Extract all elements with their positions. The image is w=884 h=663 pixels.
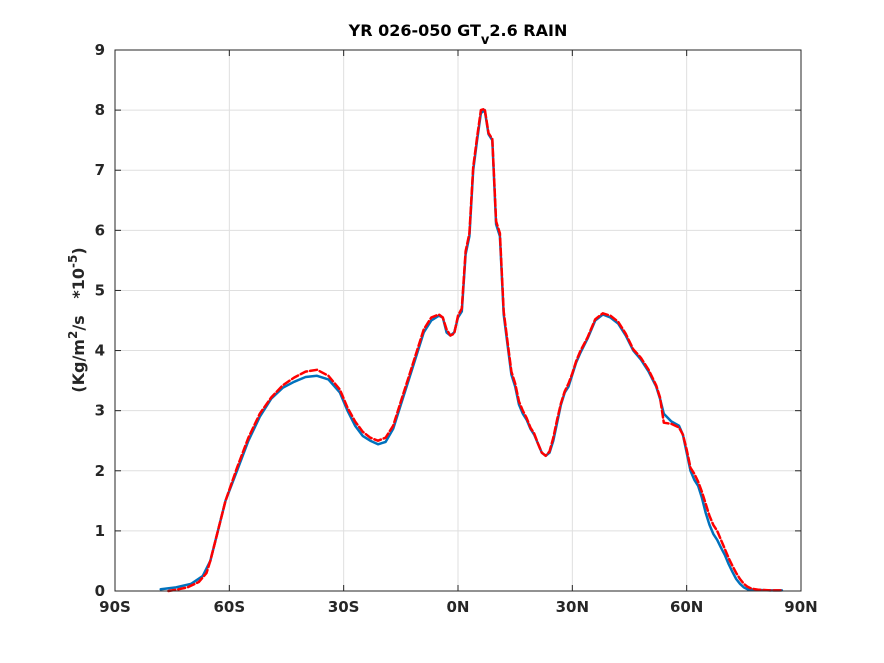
series-layer (159, 107, 784, 593)
y-tick-label: 8 (95, 101, 105, 119)
y-tick-labels: 0 1 2 3 4 5 6 7 8 9 (95, 41, 105, 600)
y-tick-label: 4 (95, 342, 105, 360)
x-tick-labels: 90S 60S 30S 0N 30N 60N 90N (99, 598, 818, 616)
x-tick-label: 90S (99, 598, 131, 616)
x-tick-label: 60S (213, 598, 245, 616)
x-tick-label: 60N (670, 598, 703, 616)
ylabel-part3: ) (69, 247, 88, 254)
ticks (114, 49, 802, 592)
x-tick-label: 0N (447, 598, 470, 616)
ylabel-part2: /s *10 (69, 268, 88, 331)
x-tick-label: 30S (328, 598, 360, 616)
y-tick-label: 2 (95, 462, 105, 480)
y-tick-label: 1 (95, 522, 105, 540)
x-tick-label: 30N (556, 598, 589, 616)
title-subscript: v (481, 33, 490, 48)
ylabel-sup1: 2 (66, 331, 80, 339)
x-tick-label: 90N (784, 598, 817, 616)
y-tick-label: 7 (95, 161, 105, 179)
y-axis-label: (Kg/m2/s *10-5) (66, 247, 88, 392)
y-tick-label: 3 (95, 402, 105, 420)
y-tick-label: 9 (95, 41, 105, 59)
y-tick-label: 0 (95, 582, 105, 600)
y-tick-label: 5 (95, 281, 105, 299)
ylabel-part1: (Kg/m (69, 339, 88, 393)
series-line-2 (167, 107, 784, 593)
ylabel-sup2: -5 (66, 255, 80, 268)
chart-title: YR 026-050 GTv2.6 RAIN (348, 21, 568, 48)
y-tick-label: 6 (95, 221, 105, 239)
title-prefix: YR 026-050 GT (348, 21, 481, 40)
title-suffix: 2.6 RAIN (489, 21, 567, 40)
